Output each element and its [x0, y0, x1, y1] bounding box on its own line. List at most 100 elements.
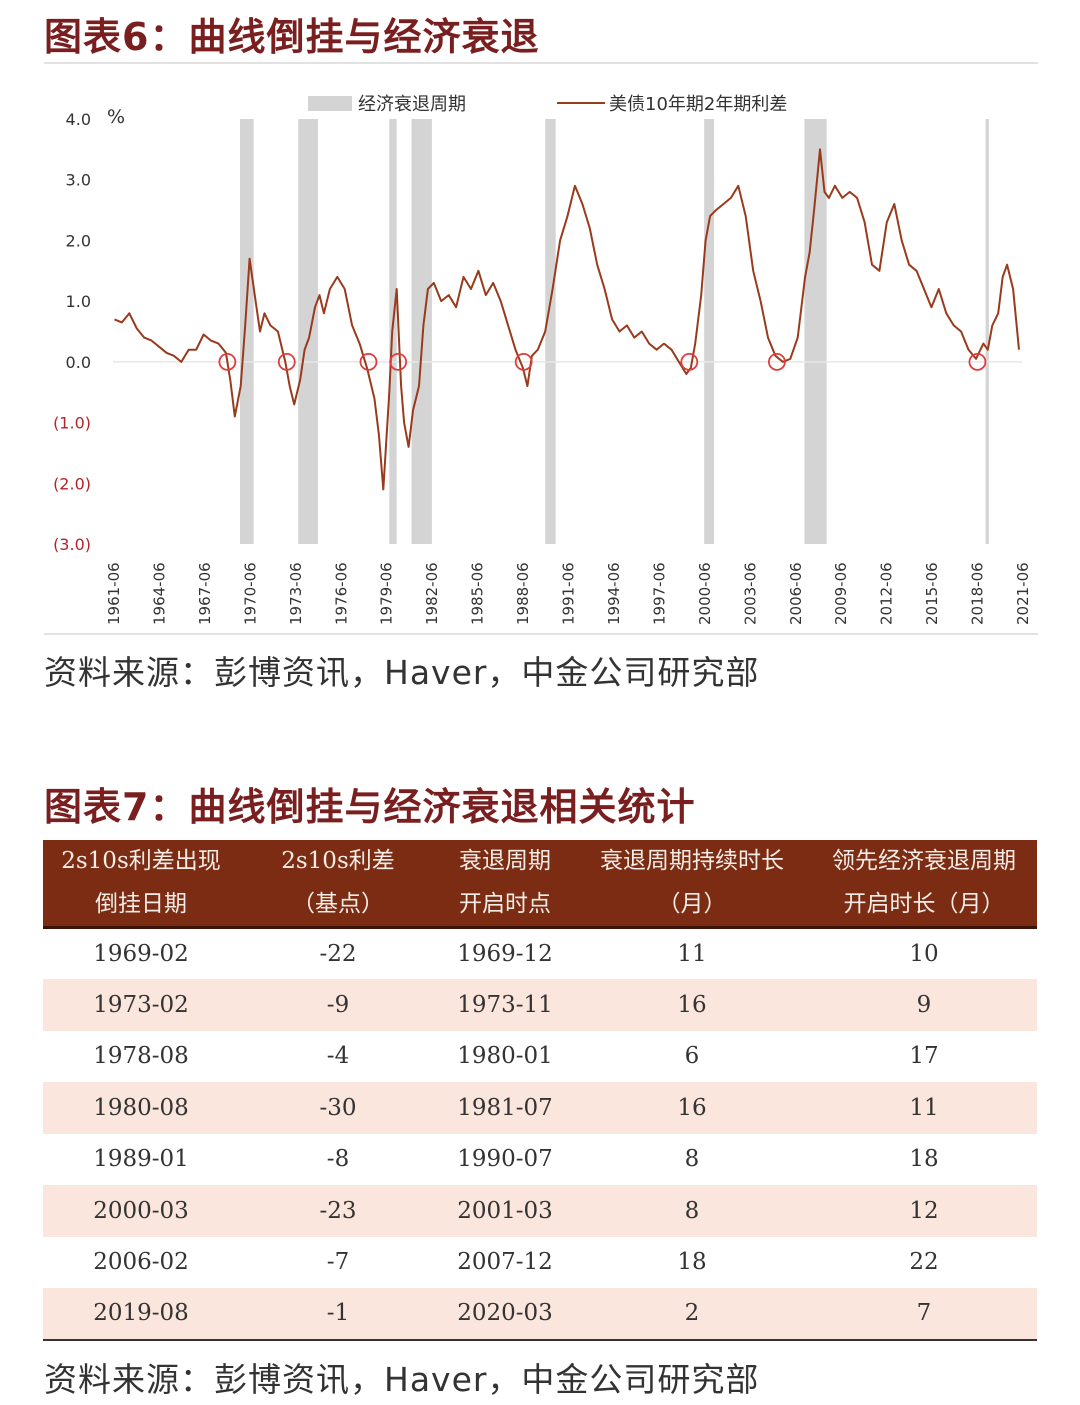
legend-recession-label: 经济衰退周期 [358, 94, 466, 115]
inversion-marker [768, 352, 786, 371]
legend-recession-swatch [308, 96, 352, 111]
table-cell: 16 [573, 1082, 811, 1134]
table-cell: 1990-07 [457, 1146, 553, 1173]
y-axis-unit: % [107, 106, 125, 128]
table-cell: 1978-08 [93, 1043, 189, 1070]
table-cell: 1989-01 [93, 1146, 189, 1173]
y-tick-label: (1.0) [53, 414, 91, 433]
table-cell: -9 [239, 979, 437, 1031]
header-inversion-date: 2s10s利差出现 倒挂日期 [43, 840, 239, 929]
x-tick-label: 1988-06 [514, 562, 532, 625]
table-cell: 18 [677, 1249, 707, 1276]
header-recession-duration: 衰退周期持续时长 （月） [573, 840, 811, 929]
inversion-marker [359, 352, 378, 371]
x-tick-label: 1997-06 [650, 562, 668, 625]
y-tick-label: 0.0 [66, 353, 91, 372]
x-tick-label: 2018-06 [969, 562, 987, 625]
table-cell: 11 [811, 1082, 1037, 1134]
inversion-statistics-table: 2s10s利差出现 倒挂日期 2s10s利差 （基点） 衰退周期 开启时点 衰退周期持… [43, 840, 1037, 1341]
table-cell: 2006-02 [93, 1249, 189, 1276]
figure6-title: 图表6：曲线倒挂与经济衰退 [44, 15, 540, 59]
recession-bands [239, 119, 989, 544]
spread-series [114, 148, 1020, 491]
table-cell: 1980-01 [457, 1043, 553, 1070]
figure6-source: 资料来源：彭博资讯，Haver，中金公司研究部 [44, 653, 760, 692]
table-cell: 1969-02 [93, 941, 189, 967]
figure7-source: 资料来源：彭博资讯，Haver，中金公司研究部 [44, 1360, 760, 1399]
table-row: 1973-02 -9 1973-11 16 9 [43, 979, 1037, 1031]
recession-band [239, 119, 254, 544]
x-tick-label: 2021-06 [1014, 562, 1032, 625]
x-tick-label: 2012-06 [878, 562, 896, 625]
table-cell: -30 [239, 1082, 437, 1134]
x-tick-label: 2003-06 [741, 562, 759, 625]
recession-band [704, 119, 715, 544]
inversion-marker [389, 352, 408, 371]
title-divider [44, 62, 1038, 64]
inversion-marker [514, 352, 533, 371]
y-tick-label: 3.0 [66, 171, 91, 190]
chart-bottom-divider [44, 633, 1038, 635]
table-row: 1980-08 -30 1981-07 16 11 [43, 1082, 1037, 1134]
inversion-markers [218, 352, 987, 371]
header-lead-time: 领先经济衰退周期 开启时长（月） [811, 840, 1037, 929]
table-row: 2006-02 -7 2007-12 18 22 [43, 1237, 1037, 1289]
table-row: 1969-02 -22 1969-12 11 10 [43, 928, 1037, 980]
x-tick-label: 1970-06 [241, 562, 259, 625]
table-cell: 2007-12 [457, 1249, 553, 1276]
table-cell: 17 [909, 1043, 939, 1070]
x-tick-label: 2006-06 [787, 562, 805, 625]
table-cell: -7 [326, 1249, 350, 1276]
table-cell: 1981-07 [437, 1082, 573, 1134]
table-cell: 9 [811, 979, 1037, 1031]
table-cell: -23 [239, 1185, 437, 1237]
x-tick-label: 1973-06 [287, 562, 305, 625]
header-recession-start: 衰退周期 开启时点 [437, 840, 573, 929]
x-axis-ticks: 1961-06 1964-06 1967-06 1970-06 1973-06 1976-… [105, 562, 1032, 625]
table-cell: 8 [573, 1185, 811, 1237]
inversion-marker [218, 352, 237, 371]
table-cell: 1969-12 [457, 941, 553, 967]
table-cell: -4 [326, 1043, 350, 1070]
yield-spread-chart: 4.0 3.0 2.0 1.0 0.0 (1.0) (2.0) (3.0) % 1961-06… [53, 94, 1032, 625]
x-tick-label: 1961-06 [105, 562, 123, 625]
inversion-marker [277, 352, 296, 371]
table-cell: 8 [684, 1146, 700, 1173]
x-tick-label: 1967-06 [196, 562, 214, 625]
y-tick-label: (2.0) [53, 474, 91, 493]
table-cell: 10 [909, 941, 939, 967]
table-header-row: 2s10s利差出现 倒挂日期 2s10s利差 （基点） 衰退周期 开启时点 衰退周期持… [43, 840, 1037, 929]
x-tick-label: 1964-06 [150, 562, 168, 625]
y-tick-label: 2.0 [66, 231, 91, 250]
y-tick-label: 1.0 [66, 292, 91, 311]
header-spread-bp: 2s10s利差 （基点） [239, 840, 437, 929]
table-cell: 2019-08 [43, 1288, 239, 1341]
x-tick-label: 2015-06 [923, 562, 941, 625]
x-tick-label: 1982-06 [423, 562, 441, 625]
inversion-marker [968, 352, 987, 371]
legend: 经济衰退周期 美债10年期2年期利差 [308, 94, 787, 115]
table-row: 2000-03 -23 2001-03 8 12 [43, 1185, 1037, 1237]
y-axis-ticks: 4.0 3.0 2.0 1.0 0.0 (1.0) (2.0) (3.0) [53, 110, 91, 554]
table-cell: 1973-11 [437, 979, 573, 1031]
table-cell: -8 [326, 1146, 350, 1173]
table-cell: 2 [573, 1288, 811, 1341]
recession-band [545, 119, 556, 544]
x-tick-label: 1985-06 [469, 562, 487, 625]
table-cell: 6 [684, 1043, 700, 1070]
y-tick-label: (3.0) [53, 535, 91, 554]
table-cell: -22 [319, 941, 357, 967]
table-row: 1989-01 -8 1990-07 8 18 [43, 1134, 1037, 1186]
x-tick-label: 2009-06 [832, 562, 850, 625]
recession-band [411, 119, 432, 544]
recession-band [985, 119, 989, 544]
x-tick-label: 1976-06 [332, 562, 350, 625]
legend-spread-label: 美债10年期2年期利差 [609, 94, 787, 115]
y-tick-label: 4.0 [66, 110, 91, 129]
table-cell: 2020-03 [437, 1288, 573, 1341]
table-row: 2019-08 -1 2020-03 2 7 [43, 1288, 1037, 1341]
x-tick-label: 1991-06 [560, 562, 578, 625]
table-cell: 12 [811, 1185, 1037, 1237]
spread-line [114, 148, 1020, 491]
table-cell: 7 [811, 1288, 1037, 1341]
